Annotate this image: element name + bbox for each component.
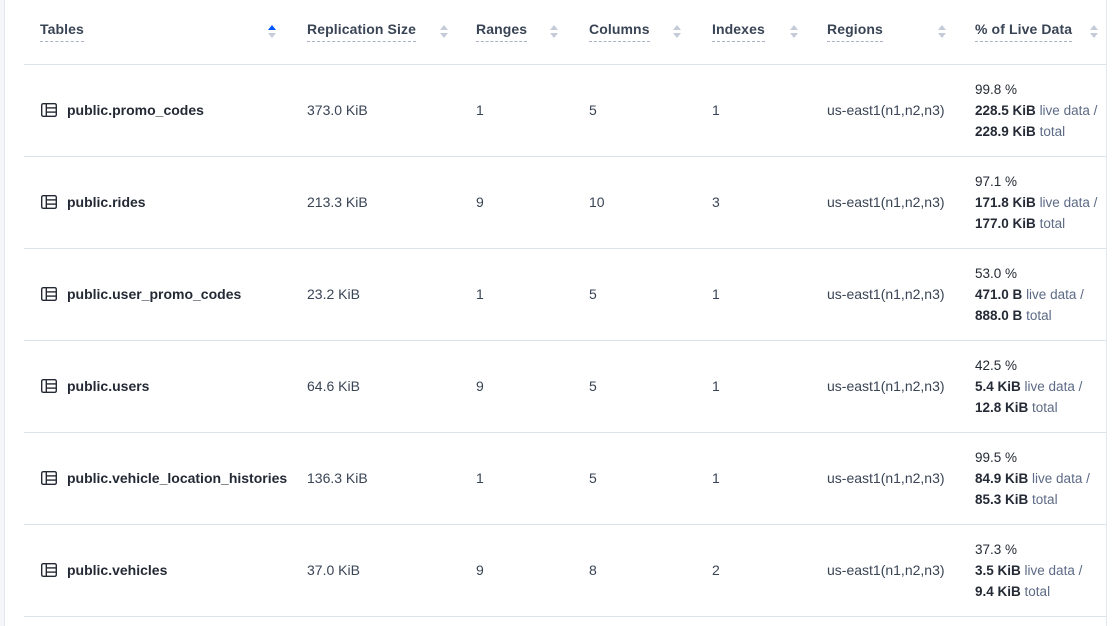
live-data-percent: 97.1 % [975,173,1018,189]
live-data-cell: 37.3 % 3.5 KiB live data / 9.4 KiB total [975,539,1106,602]
column-header-replication-size-label: Replication Size [307,21,416,43]
table-icon [40,285,58,303]
live-data-cell: 99.8 % 228.5 KiB live data / 228.9 KiB t… [975,79,1106,142]
columns-cell: 10 [570,156,693,249]
live-data-percent: 99.8 % [975,81,1018,97]
regions-cell: us-east1(n1,n2,n3) [810,340,958,433]
column-header-regions[interactable]: Regions [810,0,958,65]
table-row[interactable]: public.users 64.6 KiB 9 5 1 us-east1(n1,… [24,340,1106,433]
table-row[interactable]: public.vehicles 37.0 KiB 9 8 2 us-east1(… [24,524,1106,617]
table-name-link[interactable]: public.vehicle_location_histories [67,470,288,486]
sort-arrows-icon[interactable] [790,25,798,39]
regions-cell: us-east1(n1,n2,n3) [810,432,958,525]
sort-arrows-icon[interactable] [550,25,558,39]
table-name-link[interactable]: public.promo_codes [67,102,204,118]
indexes-cell: 3 [693,156,810,249]
page-right-edge [1106,0,1107,626]
column-header-tables-label: Tables [40,21,84,43]
live-data-percent: 42.5 % [975,357,1018,373]
live-data-cell: 42.5 % 5.4 KiB live data / 12.8 KiB tota… [975,355,1106,418]
sort-arrows-icon[interactable] [938,25,946,39]
replication-size-cell: 37.0 KiB [288,524,460,617]
columns-cell: 5 [570,340,693,433]
column-header-ranges-label: Ranges [476,21,528,43]
page-left-edge [0,0,5,626]
ranges-cell: 9 [460,156,570,249]
live-data-percent: 99.5 % [975,449,1018,465]
column-header-replication-size[interactable]: Replication Size [288,0,460,65]
ranges-cell: 1 [460,248,570,341]
ranges-cell: 1 [460,432,570,525]
table-icon [40,561,58,579]
regions-cell: us-east1(n1,n2,n3) [810,248,958,341]
column-header-columns-label: Columns [589,21,650,43]
column-header-regions-label: Regions [827,21,883,43]
replication-size-cell: 23.2 KiB [288,248,460,341]
column-header-indexes-label: Indexes [712,21,765,43]
column-header-live-data-label: % of Live Data [975,21,1073,43]
table-name-link[interactable]: public.vehicles [67,562,168,578]
sort-arrows-icon[interactable] [1090,25,1098,39]
indexes-cell: 2 [693,524,810,617]
table-name-link[interactable]: public.users [67,378,150,394]
ranges-cell: 1 [460,64,570,157]
table-row[interactable]: public.vehicle_location_histories 136.3 … [24,432,1106,525]
database-tables-table: Tables Replication Size Ranges Columns [24,0,1106,617]
indexes-cell: 1 [693,340,810,433]
ranges-cell: 9 [460,340,570,433]
table-icon [40,101,58,119]
regions-cell: us-east1(n1,n2,n3) [810,156,958,249]
column-header-tables[interactable]: Tables [24,0,288,65]
columns-cell: 5 [570,64,693,157]
indexes-cell: 1 [693,248,810,341]
column-header-columns[interactable]: Columns [570,0,693,65]
table-name-link[interactable]: public.rides [67,194,146,210]
live-data-cell: 53.0 % 471.0 B live data / 888.0 B total [975,263,1106,326]
indexes-cell: 1 [693,64,810,157]
column-header-indexes[interactable]: Indexes [693,0,810,65]
table-icon [40,193,58,211]
sort-arrows-icon[interactable] [673,25,681,39]
live-data-percent: 53.0 % [975,265,1018,281]
column-header-live-data[interactable]: % of Live Data [958,0,1106,65]
live-data-cell: 97.1 % 171.8 KiB live data / 177.0 KiB t… [975,171,1106,234]
indexes-cell: 1 [693,432,810,525]
replication-size-cell: 136.3 KiB [288,432,460,525]
sort-arrows-icon[interactable] [440,25,448,39]
replication-size-cell: 64.6 KiB [288,340,460,433]
live-data-percent: 37.3 % [975,541,1018,557]
ranges-cell: 9 [460,524,570,617]
table-icon [40,469,58,487]
table-name-link[interactable]: public.user_promo_codes [67,286,242,302]
regions-cell: us-east1(n1,n2,n3) [810,524,958,617]
table-row[interactable]: public.rides 213.3 KiB 9 10 3 us-east1(n… [24,156,1106,249]
table-row[interactable]: public.user_promo_codes 23.2 KiB 1 5 1 u… [24,248,1106,341]
columns-cell: 5 [570,432,693,525]
regions-cell: us-east1(n1,n2,n3) [810,64,958,157]
live-data-cell: 99.5 % 84.9 KiB live data / 85.3 KiB tot… [975,447,1106,510]
table-header-row: Tables Replication Size Ranges Columns [24,0,1106,65]
replication-size-cell: 373.0 KiB [288,64,460,157]
table-row[interactable]: public.promo_codes 373.0 KiB 1 5 1 us-ea… [24,64,1106,157]
replication-size-cell: 213.3 KiB [288,156,460,249]
sort-arrows-icon[interactable] [268,25,276,39]
table-icon [40,377,58,395]
columns-cell: 8 [570,524,693,617]
columns-cell: 5 [570,248,693,341]
column-header-ranges[interactable]: Ranges [460,0,570,65]
